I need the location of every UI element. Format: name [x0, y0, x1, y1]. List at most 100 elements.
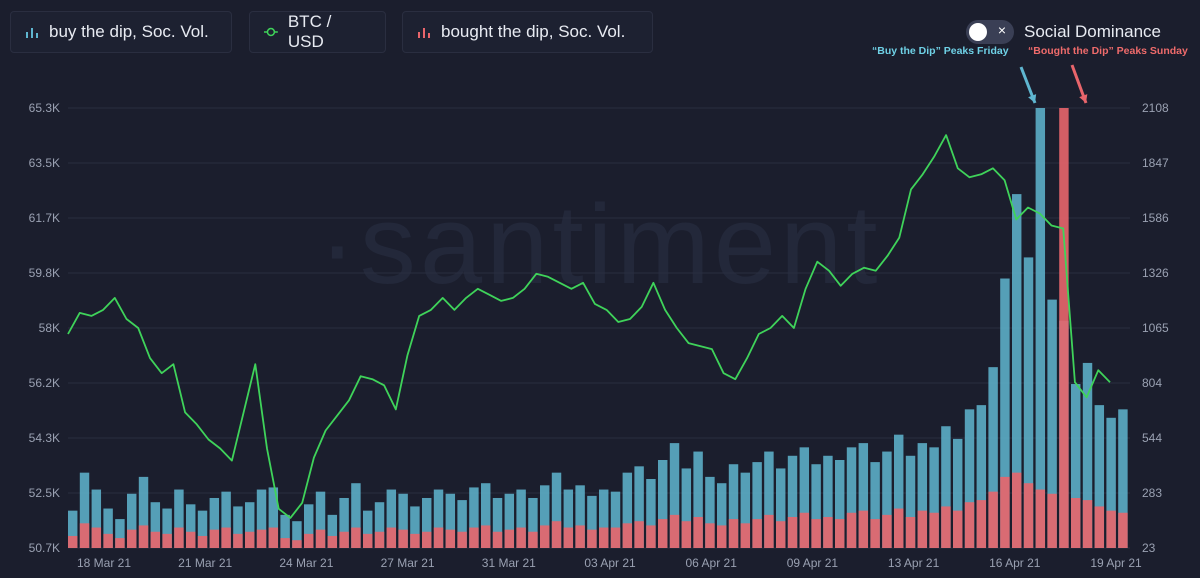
y-left-tick-label: 50.7K [29, 541, 60, 555]
buy-the-dip-bar [823, 455, 833, 548]
bought-the-dip-bar [811, 519, 821, 548]
buy-the-dip-bar [103, 508, 113, 548]
buy-the-dip-bar [233, 506, 243, 548]
bought-the-dip-bar [787, 516, 798, 548]
buy-the-dip-bar [445, 493, 456, 548]
buy-the-dip-bar [528, 497, 538, 548]
bought-the-dip-bar [233, 533, 243, 548]
annotation-bought-the-dip-peak: “Bought the Dip” Peaks Sunday [1028, 45, 1188, 57]
bought-the-dip-bar [103, 533, 113, 548]
bought-the-dip-bar [551, 521, 562, 548]
buy-the-dip-bar [1071, 384, 1081, 548]
buy-the-dip-bar [563, 489, 574, 548]
buy-the-dip-bar [846, 447, 857, 548]
buy-the-dip-bar [610, 491, 621, 548]
bought-the-dip-bar [280, 538, 290, 548]
bought-the-dip-bar [728, 519, 739, 548]
bought-the-dip-bar [504, 529, 515, 548]
buy-the-dip-bar [658, 460, 668, 548]
bought-the-dip-bar [174, 527, 184, 548]
buy-the-dip-bar [905, 455, 916, 548]
buy-the-dip-bar [870, 462, 880, 548]
buy-the-dip-bar [646, 478, 656, 548]
buy-the-dip-bar [882, 451, 892, 548]
social-dominance-toggle-group: × Social Dominance [966, 20, 1161, 44]
bought-the-dip-bar [953, 510, 963, 548]
buy-the-dip-bar [492, 497, 503, 548]
buy-the-dip-bar [162, 508, 172, 548]
bought-the-dip-bar [1035, 489, 1046, 548]
legend-buy-the-dip[interactable]: buy the dip, Soc. Vol. [10, 11, 232, 53]
buy-the-dip-bar [469, 487, 479, 548]
buy-the-dip-bar [457, 500, 467, 548]
line-chart-icon [264, 27, 278, 37]
bought-the-dip-bar [835, 519, 845, 548]
y-left-tick-label: 63.5K [29, 156, 60, 170]
y-right-tick-label: 23 [1142, 541, 1156, 555]
bought-the-dip-bar [68, 535, 78, 548]
buy-the-dip-bar [245, 502, 255, 548]
buy-peak-arrow-head [1028, 94, 1037, 103]
social-dominance-label: Social Dominance [1024, 22, 1162, 41]
buy-the-dip-bar [1082, 362, 1093, 548]
buy-the-dip-bar [634, 466, 644, 548]
buy-the-dip-bar [681, 468, 692, 548]
y-right-tick-label: 1326 [1142, 266, 1169, 280]
bought-the-dip-bar [870, 519, 880, 548]
bought-the-dip-bar [127, 529, 137, 548]
bought-the-dip-bar [929, 512, 939, 548]
bought-the-dip-bar [410, 533, 420, 548]
bought-the-dip-bar [1059, 108, 1069, 548]
buy-the-dip-bar [669, 443, 680, 548]
bought-the-dip-bar [363, 533, 373, 548]
bought-the-dip-bar [776, 521, 786, 548]
bought-the-dip-bar [528, 531, 538, 548]
bought-the-dip-bar [150, 531, 161, 548]
bought-the-dip-bar [717, 525, 727, 548]
y-right-tick-label: 283 [1142, 486, 1162, 500]
bought-the-dip-bar [705, 523, 715, 548]
buy-the-dip-bar [339, 497, 349, 548]
bought-the-dip-bar [1071, 497, 1081, 548]
bought-the-dip-bar [516, 527, 526, 548]
buy-the-dip-bar [138, 476, 149, 548]
bought-the-dip-bar [138, 525, 149, 548]
bought-the-dip-bar [492, 531, 503, 548]
bought-the-dip-bar [422, 531, 432, 548]
buy-the-dip-bar [1118, 409, 1128, 548]
x-tick-label: 09 Apr 21 [787, 556, 839, 570]
bought-the-dip-bar [858, 510, 869, 548]
y-right-tick-label: 544 [1142, 431, 1162, 445]
bought-the-dip-bar [339, 531, 349, 548]
buy-the-dip-bar [91, 489, 102, 548]
buy-the-dip-bar [186, 504, 196, 548]
buy-the-dip-bar [327, 514, 338, 548]
bought-the-dip-bar [799, 512, 810, 548]
bought-the-dip-bar [1000, 476, 1010, 548]
bought-the-dip-bar [681, 521, 692, 548]
buy-the-dip-bar [221, 491, 231, 548]
buy-the-dip-bar [787, 455, 798, 548]
bought-the-dip-bar [221, 527, 231, 548]
buy-the-dip-bar [256, 489, 267, 548]
bought-the-dip-bar [197, 535, 208, 548]
y-left-tick-label: 56.2K [29, 376, 60, 390]
x-tick-label: 06 Apr 21 [686, 556, 738, 570]
buy-the-dip-bar [209, 497, 220, 548]
bought-the-dip-bar [256, 529, 267, 548]
legend-bought-the-dip[interactable]: bought the dip, Soc. Vol. [402, 11, 653, 53]
bought-the-dip-bar [846, 512, 857, 548]
social-dominance-toggle[interactable]: × [966, 20, 1014, 44]
bought-the-dip-bar [988, 491, 998, 548]
buy-the-dip-bar [728, 464, 739, 548]
buy-the-dip-bar [68, 510, 78, 548]
bought-the-dip-bar [599, 527, 609, 548]
buy-the-dip-bar [799, 447, 810, 548]
buy-the-dip-bar [540, 485, 550, 548]
bought-the-dip-bar [1047, 493, 1057, 548]
legend-btc-usd[interactable]: BTC / USD [249, 11, 386, 53]
y-right-tick-label: 1847 [1142, 156, 1169, 170]
buy-the-dip-bar [351, 483, 361, 548]
bought-the-dip-bar [540, 525, 550, 548]
y-right-tick-label: 1065 [1142, 321, 1169, 335]
